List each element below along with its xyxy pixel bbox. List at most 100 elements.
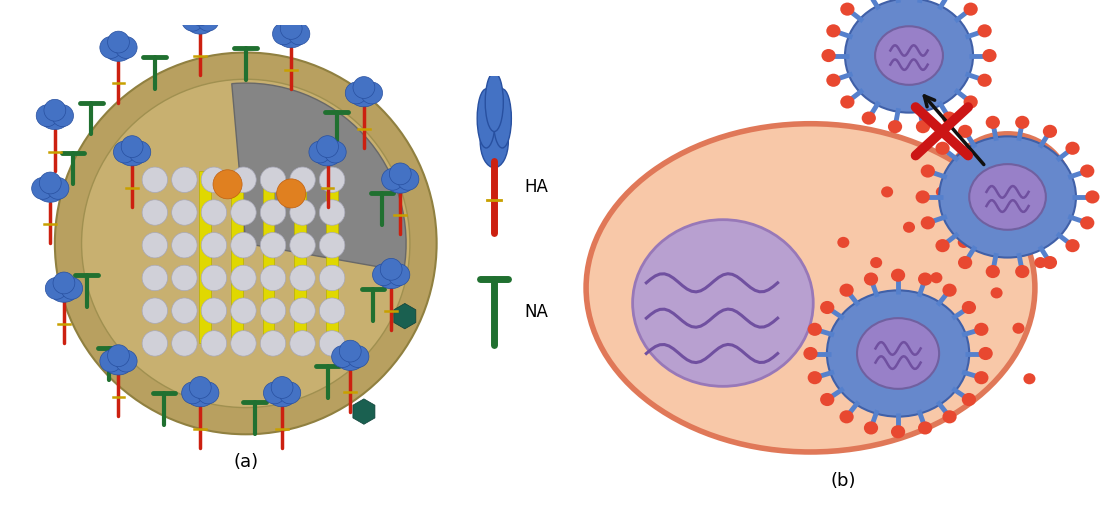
Ellipse shape bbox=[105, 41, 132, 62]
Circle shape bbox=[390, 163, 411, 185]
Circle shape bbox=[977, 24, 992, 37]
Ellipse shape bbox=[378, 268, 404, 289]
Circle shape bbox=[213, 170, 242, 199]
Circle shape bbox=[319, 232, 345, 258]
Circle shape bbox=[182, 9, 203, 31]
Circle shape bbox=[201, 200, 227, 225]
Circle shape bbox=[808, 323, 822, 336]
Ellipse shape bbox=[970, 164, 1046, 230]
Bar bbox=[326, 171, 338, 343]
Ellipse shape bbox=[118, 145, 145, 166]
Circle shape bbox=[332, 345, 353, 368]
Circle shape bbox=[114, 141, 135, 163]
Circle shape bbox=[99, 350, 122, 372]
Circle shape bbox=[803, 347, 818, 360]
Circle shape bbox=[863, 421, 878, 434]
Circle shape bbox=[115, 350, 137, 372]
Ellipse shape bbox=[37, 182, 64, 203]
Circle shape bbox=[892, 308, 904, 319]
Circle shape bbox=[397, 168, 419, 190]
Circle shape bbox=[172, 232, 197, 258]
Circle shape bbox=[197, 9, 219, 31]
Circle shape bbox=[477, 89, 495, 148]
Circle shape bbox=[891, 425, 905, 438]
Circle shape bbox=[190, 4, 211, 26]
Circle shape bbox=[260, 298, 286, 323]
Circle shape bbox=[319, 167, 345, 192]
Circle shape bbox=[36, 105, 58, 127]
Ellipse shape bbox=[857, 318, 939, 389]
Circle shape bbox=[1015, 116, 1030, 129]
Circle shape bbox=[182, 382, 203, 404]
Circle shape bbox=[231, 167, 256, 192]
Circle shape bbox=[289, 200, 315, 225]
Circle shape bbox=[231, 200, 256, 225]
Circle shape bbox=[289, 331, 315, 356]
Circle shape bbox=[808, 371, 822, 384]
Circle shape bbox=[142, 167, 168, 192]
Circle shape bbox=[861, 112, 876, 125]
Circle shape bbox=[840, 284, 853, 297]
Circle shape bbox=[231, 265, 256, 291]
Circle shape bbox=[172, 200, 197, 225]
Circle shape bbox=[848, 308, 860, 319]
Circle shape bbox=[1023, 373, 1035, 384]
Ellipse shape bbox=[844, 0, 973, 113]
Circle shape bbox=[820, 301, 834, 314]
Circle shape bbox=[201, 298, 227, 323]
Circle shape bbox=[962, 301, 976, 314]
Circle shape bbox=[985, 116, 1000, 129]
Circle shape bbox=[172, 265, 197, 291]
Ellipse shape bbox=[351, 86, 378, 107]
Circle shape bbox=[172, 298, 197, 323]
Circle shape bbox=[280, 18, 302, 39]
Circle shape bbox=[974, 371, 989, 384]
Circle shape bbox=[838, 237, 849, 248]
Circle shape bbox=[935, 142, 949, 155]
Circle shape bbox=[380, 259, 402, 280]
Circle shape bbox=[888, 120, 903, 133]
Circle shape bbox=[891, 269, 905, 282]
Circle shape bbox=[319, 265, 345, 291]
Circle shape bbox=[936, 186, 948, 197]
Circle shape bbox=[918, 421, 933, 434]
Circle shape bbox=[142, 200, 168, 225]
Circle shape bbox=[821, 49, 836, 62]
Circle shape bbox=[60, 277, 83, 299]
Circle shape bbox=[840, 410, 853, 423]
Circle shape bbox=[945, 134, 1070, 250]
Circle shape bbox=[361, 82, 382, 104]
Circle shape bbox=[930, 272, 943, 283]
Circle shape bbox=[820, 393, 834, 406]
Circle shape bbox=[271, 377, 293, 398]
Circle shape bbox=[870, 257, 882, 268]
Circle shape bbox=[260, 232, 286, 258]
Circle shape bbox=[289, 298, 315, 323]
Circle shape bbox=[201, 232, 227, 258]
Circle shape bbox=[916, 190, 929, 204]
Circle shape bbox=[974, 323, 989, 336]
Circle shape bbox=[892, 388, 904, 399]
Circle shape bbox=[1043, 256, 1057, 269]
Circle shape bbox=[55, 53, 437, 434]
Circle shape bbox=[1066, 142, 1080, 155]
Circle shape bbox=[172, 331, 197, 356]
Circle shape bbox=[982, 49, 996, 62]
Circle shape bbox=[260, 167, 286, 192]
Circle shape bbox=[494, 89, 512, 148]
Circle shape bbox=[903, 222, 915, 233]
Circle shape bbox=[231, 331, 256, 356]
Circle shape bbox=[142, 232, 168, 258]
Circle shape bbox=[289, 232, 315, 258]
Circle shape bbox=[958, 256, 972, 269]
Circle shape bbox=[142, 265, 168, 291]
Circle shape bbox=[920, 165, 935, 178]
Circle shape bbox=[1066, 239, 1080, 252]
Ellipse shape bbox=[268, 386, 296, 407]
Circle shape bbox=[920, 216, 935, 229]
Circle shape bbox=[46, 277, 67, 299]
Circle shape bbox=[309, 141, 331, 163]
Ellipse shape bbox=[41, 109, 68, 130]
Circle shape bbox=[288, 23, 309, 45]
Bar bbox=[295, 171, 306, 343]
